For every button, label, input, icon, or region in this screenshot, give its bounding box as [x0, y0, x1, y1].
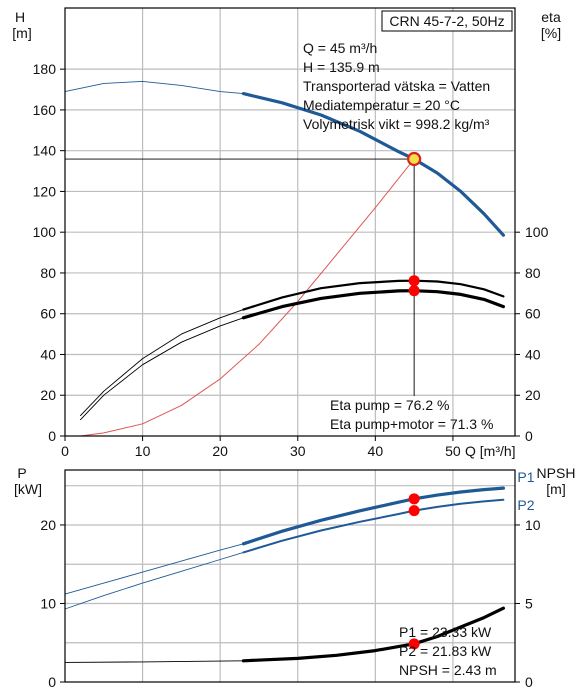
- info-p2: P2 = 21.83 kW: [399, 643, 492, 659]
- top-y-left-tick-label: 60: [40, 306, 56, 322]
- x-axis-label: Q [m³/h]: [465, 443, 516, 459]
- info-p1: P1 = 23.33 kW: [399, 624, 492, 640]
- top-y-left-tick-label: 140: [33, 143, 57, 159]
- top-y-right-tick-label: 20: [525, 387, 541, 403]
- info-liquid: Transporterad vätska = Vatten: [303, 78, 490, 94]
- p2-series-label: P2: [517, 497, 534, 513]
- y-left-label-symbol: H: [15, 9, 25, 25]
- head-line: [241, 92, 505, 237]
- eta-pump-motor-op-marker: [408, 285, 420, 297]
- eta-pump-thin-line: [80, 309, 244, 417]
- bottom-chart-frame: [64, 469, 516, 683]
- top-y-left-tick-label: 40: [40, 346, 56, 362]
- top-chart-frame: [64, 7, 516, 437]
- p2-op-marker: [408, 505, 420, 517]
- p1-line: [241, 486, 505, 546]
- p1-thin-line: [64, 543, 244, 595]
- info-flow: Q = 45 m³/h: [303, 40, 377, 56]
- top-y-left-tick-label: 100: [33, 224, 57, 240]
- top-y-right-tick-label: 60: [525, 306, 541, 322]
- bottom-y-left-tick-label: 20: [40, 517, 56, 533]
- top-x-tick-label: 0: [61, 443, 69, 459]
- top-y-left-tick-label: 20: [40, 387, 56, 403]
- bottom-chart-ticks: 0 10 20 0 5 10: [40, 517, 540, 690]
- top-y-left-tick-label: 180: [33, 61, 57, 77]
- npsh-axis-label-symbol: NPSH: [537, 465, 576, 481]
- info-density: Volymetrisk vikt = 998.2 kg/m³: [303, 116, 490, 132]
- top-x-tick-label: 50: [445, 443, 461, 459]
- bottom-chart-grid: [65, 470, 515, 682]
- p2-line: [242, 498, 505, 554]
- top-x-tick-label: 20: [212, 443, 228, 459]
- p1-series-label: P1: [517, 469, 534, 485]
- top-chart-ticks: 0 10 20 30 40 50 0 20 40 60 80 100 120 140 160 180 0 20 40…: [33, 61, 549, 459]
- top-y-left-tick-label: 80: [40, 265, 56, 281]
- y-right-label-symbol: eta: [541, 9, 561, 25]
- head-op-marker: [407, 151, 422, 167]
- top-y-right-tick-label: 100: [525, 224, 549, 240]
- top-x-tick-label: 30: [290, 443, 306, 459]
- head-thin-line: [64, 80, 244, 95]
- info-head: H = 135.9 m: [303, 59, 380, 75]
- info-npsh: NPSH = 2.43 m: [399, 662, 497, 678]
- top-y-right-tick-label: 80: [525, 265, 541, 281]
- eta-pump-line: [242, 279, 505, 311]
- info-temperature: Mediatemperatur = 20 °C: [303, 97, 460, 113]
- top-y-right-tick-label: 0: [525, 428, 533, 444]
- eta-pump-motor-thin-line: [80, 317, 244, 421]
- bottom-y-left-tick-label: 10: [40, 595, 56, 611]
- top-chart-series: [64, 80, 505, 437]
- y-right-label-unit: [%]: [541, 25, 561, 41]
- npsh-axis-label-unit: [m]: [546, 481, 565, 497]
- eta-pump-motor-line: [241, 289, 505, 320]
- info-eta-pump-motor: Eta pump+motor = 71.3 %: [330, 416, 493, 432]
- p2-thin-line: [64, 551, 244, 610]
- bottom-chart-series: P1 P2: [64, 469, 535, 663]
- npsh-op-marker: [408, 638, 420, 650]
- bottom-y-right-tick-label: 10: [525, 517, 541, 533]
- title-box: CRN 45-7-2, 50Hz: [389, 13, 504, 29]
- p-axis-label-unit: [kW]: [14, 481, 42, 497]
- top-x-tick-label: 40: [368, 443, 384, 459]
- y-left-label-unit: [m]: [12, 25, 31, 41]
- bottom-y-right-tick-label: 5: [525, 595, 533, 611]
- bottom-y-right-tick-label: 0: [525, 674, 533, 690]
- top-y-right-tick-label: 40: [525, 346, 541, 362]
- top-chart-grid: [65, 8, 515, 436]
- top-y-left-tick-label: 160: [33, 102, 57, 118]
- p-axis-label-symbol: P: [17, 465, 26, 481]
- top-x-tick-label: 10: [135, 443, 151, 459]
- info-eta-pump: Eta pump = 76.2 %: [330, 397, 449, 413]
- p1-op-marker: [408, 493, 420, 505]
- top-y-left-tick-label: 0: [48, 428, 56, 444]
- npsh-thin-line: [64, 660, 244, 663]
- bottom-y-left-tick-label: 0: [48, 674, 56, 690]
- system-curve-line: [80, 158, 415, 437]
- title-box-border: [381, 10, 513, 32]
- eta-pump-op-marker: [408, 275, 420, 287]
- top-y-left-tick-label: 120: [33, 183, 57, 199]
